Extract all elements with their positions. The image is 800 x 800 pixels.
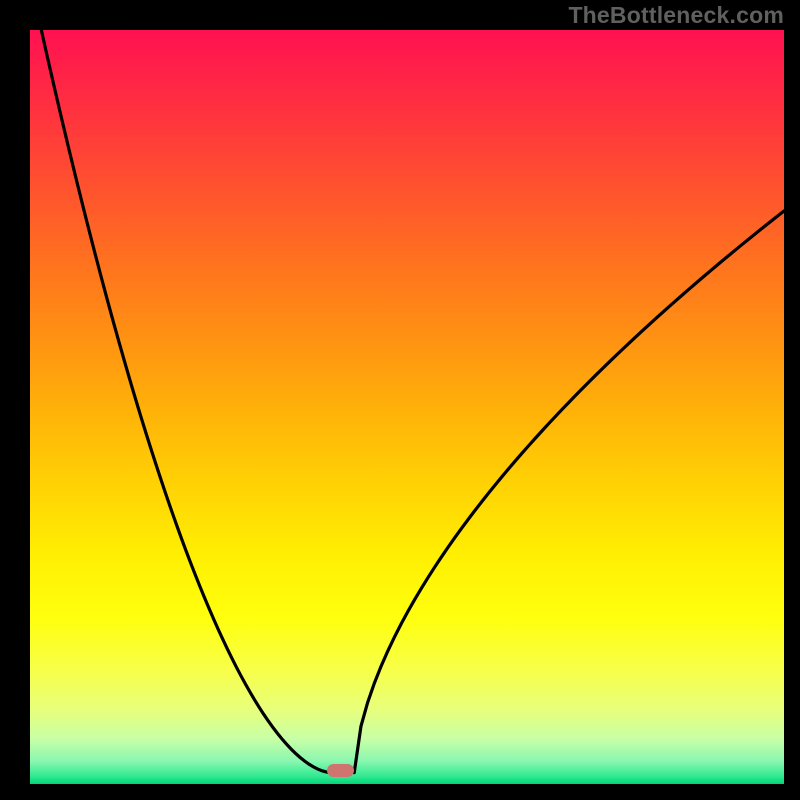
minimum-marker [327, 764, 353, 778]
curve-right-branch [354, 211, 784, 773]
plot-area [30, 30, 784, 784]
chart-frame: TheBottleneck.com [0, 0, 800, 800]
bottleneck-curve [30, 30, 784, 784]
curve-left-branch [41, 30, 331, 773]
watermark-text: TheBottleneck.com [568, 2, 784, 29]
